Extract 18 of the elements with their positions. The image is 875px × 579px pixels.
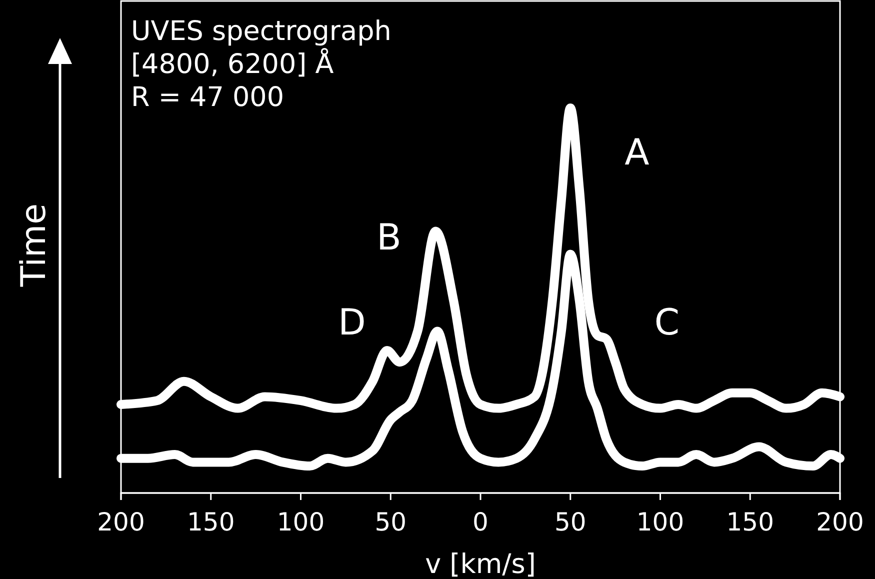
x-tick-label: 150	[726, 508, 774, 536]
text: UVES spectrograph	[131, 16, 392, 47]
y-axis-title: Time	[14, 203, 54, 288]
x-tick-label: 100	[276, 508, 325, 536]
annotation: R = 47 000	[131, 82, 284, 113]
x-tick-label: 0	[472, 508, 488, 536]
annotation: C	[654, 302, 680, 344]
x-axis-title: v [km/s]	[425, 549, 536, 579]
x-tick-label: 200	[816, 508, 864, 536]
annotation: D	[338, 302, 366, 344]
text: [4800, 6200] Å	[131, 47, 334, 80]
x-tick-label: 50	[374, 508, 407, 536]
annotation: B	[376, 218, 402, 259]
x-tick-label: 150	[187, 508, 235, 536]
x-tick-label: 50	[554, 508, 586, 536]
x-tick-label: 100	[636, 508, 684, 536]
annotation: A	[624, 132, 650, 174]
x-tick-label: 200	[97, 508, 145, 536]
